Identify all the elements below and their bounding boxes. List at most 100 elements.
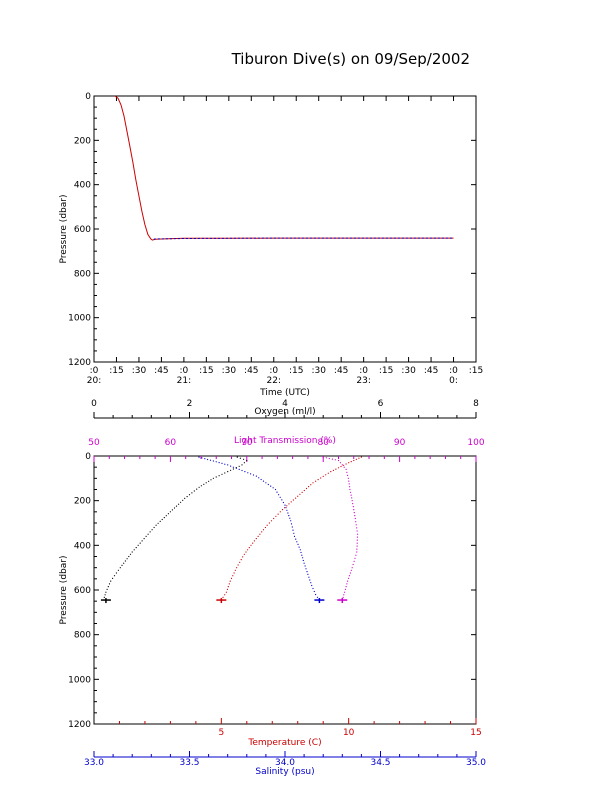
plot2-series0-point bbox=[182, 499, 184, 501]
plot2-series0-point bbox=[126, 558, 128, 560]
plot1-y-tick-label: 600 bbox=[74, 225, 91, 235]
plot2-series3-point bbox=[307, 573, 309, 576]
plot2-series2-point bbox=[225, 591, 227, 593]
plot2-series3-point bbox=[260, 478, 262, 481]
plot2-series3-point bbox=[227, 464, 229, 466]
plot1-hour-label: 23: bbox=[356, 376, 370, 386]
plot2-y-tick-label: 1200 bbox=[68, 720, 91, 730]
plot2-series2-point bbox=[337, 467, 340, 469]
plot2-axis0-tick-label: 0 bbox=[91, 399, 97, 409]
plot2-series0-point bbox=[230, 469, 232, 471]
plot2-series3-point bbox=[293, 532, 295, 534]
plot2-series3-point bbox=[252, 474, 255, 476]
plot2-series0-point bbox=[121, 564, 123, 567]
plot2-series3-point bbox=[295, 538, 297, 540]
plot2-series3-point bbox=[306, 571, 308, 573]
plot2-series1-point bbox=[328, 457, 330, 460]
plot2-series1-point bbox=[348, 575, 351, 577]
plot2-series2-point bbox=[284, 507, 286, 509]
plot2-series2-point bbox=[299, 493, 301, 495]
plot2-series2-point bbox=[275, 515, 277, 517]
plot2-series2-point bbox=[248, 547, 250, 549]
plot2-axis1-tick-label: 100 bbox=[467, 438, 484, 448]
plot2-series0-point bbox=[191, 492, 193, 494]
plot2-series0-point bbox=[169, 511, 171, 513]
plot2-series0-point bbox=[119, 567, 121, 569]
plot2-series2-point bbox=[305, 487, 308, 490]
plot2-series0-point bbox=[145, 535, 147, 538]
plot2-series3-point bbox=[272, 487, 274, 489]
plot2-series2-point bbox=[257, 535, 259, 538]
plot2-axis3-tick-label: 34.5 bbox=[370, 758, 390, 768]
plot2-series0-point bbox=[159, 520, 161, 523]
chart-title: Tiburon Dive(s) on 09/Sep/2002 bbox=[231, 50, 470, 68]
plot2-series2-point bbox=[268, 522, 270, 524]
plot2-series2-point bbox=[325, 474, 327, 476]
plot1-y-axis-label: Pressure (dbar) bbox=[59, 195, 69, 264]
plot2-series2-point bbox=[353, 459, 355, 462]
plot2-series3-point bbox=[312, 587, 314, 590]
plot2-series2-point bbox=[266, 524, 268, 526]
plot2-series2-point bbox=[227, 586, 229, 588]
plot2-series3-point bbox=[308, 576, 310, 578]
plot2-series2-point bbox=[330, 471, 332, 473]
plot2-series0-point bbox=[184, 497, 186, 499]
plot2-series0-point bbox=[117, 569, 119, 571]
plot2-series0-point bbox=[173, 507, 176, 509]
plot2-series2-point bbox=[360, 456, 362, 458]
plot2-series0-point bbox=[243, 462, 245, 464]
plot2-series2-point bbox=[239, 561, 241, 563]
plot2-series3-point bbox=[298, 546, 300, 548]
plot2-series0-point bbox=[133, 549, 135, 551]
plot1-x-tick-label: :15 bbox=[289, 366, 303, 376]
plot2-series3-point bbox=[238, 468, 240, 470]
plot2-series0-point bbox=[108, 583, 111, 585]
plot2-series2-point bbox=[340, 465, 342, 468]
plot2-axis3-tick-label: 34.0 bbox=[275, 758, 295, 768]
plot2-series2-point bbox=[243, 553, 245, 555]
plot2-series2-point bbox=[273, 517, 275, 520]
plot1-x-tick-label: :0 bbox=[359, 366, 368, 376]
plot2-series0-point bbox=[147, 533, 149, 535]
plot2-axis2-tick-label: 15 bbox=[470, 728, 481, 738]
plot2-series1-point bbox=[349, 572, 351, 574]
plot2-series0-point bbox=[107, 586, 109, 588]
plot1-x-tick-label: :30 bbox=[311, 366, 326, 376]
plot2-series3-point bbox=[291, 526, 293, 528]
plot2-series3-point bbox=[281, 499, 283, 501]
plot2-series0-point bbox=[212, 477, 214, 479]
plot2-series2-point bbox=[236, 567, 238, 569]
plot2-series3-point bbox=[305, 568, 307, 570]
plot1-x-tick-label: :0 bbox=[449, 366, 458, 376]
plot2-series1-point bbox=[356, 551, 358, 553]
plot2-series0-point bbox=[188, 494, 191, 496]
plot2-series0-point bbox=[129, 553, 132, 555]
plot2-series0-point bbox=[153, 526, 155, 529]
plot2-series1-point bbox=[347, 580, 349, 582]
plot2-axis0-title: Oxygen (ml/l) bbox=[254, 407, 315, 417]
plot2-series2-point bbox=[312, 482, 314, 484]
plot2-series0-point bbox=[155, 524, 157, 526]
plot2-series0-point bbox=[232, 468, 234, 470]
plot1-x-tick-label: :0 bbox=[179, 366, 188, 376]
plot2-series0-point bbox=[113, 575, 116, 577]
plot2-series3-point bbox=[290, 523, 293, 525]
plot2-series1-point bbox=[351, 567, 353, 569]
plot2-series1-point bbox=[355, 524, 357, 526]
plot2-series3-point bbox=[310, 582, 312, 584]
plot2-series0-point bbox=[178, 503, 180, 505]
plot2-series1-point bbox=[356, 536, 359, 538]
plot2-axis2-title: Temperature (C) bbox=[247, 738, 321, 748]
plot2-series1-point bbox=[342, 596, 344, 599]
plot2-series2-point bbox=[230, 577, 233, 580]
plot2-series2-point bbox=[224, 594, 226, 596]
plot2-series2-point bbox=[229, 580, 231, 582]
plot2-series2-point bbox=[332, 469, 334, 471]
plot2-series3-point bbox=[309, 579, 311, 581]
plot2-series0-point bbox=[171, 509, 173, 511]
plot2-series3-point bbox=[282, 501, 284, 504]
plot2-series1-point bbox=[345, 468, 347, 470]
plot2-series1-point bbox=[344, 588, 346, 591]
plot2-series1-point bbox=[354, 515, 356, 517]
plot2-series3-point bbox=[230, 465, 232, 467]
